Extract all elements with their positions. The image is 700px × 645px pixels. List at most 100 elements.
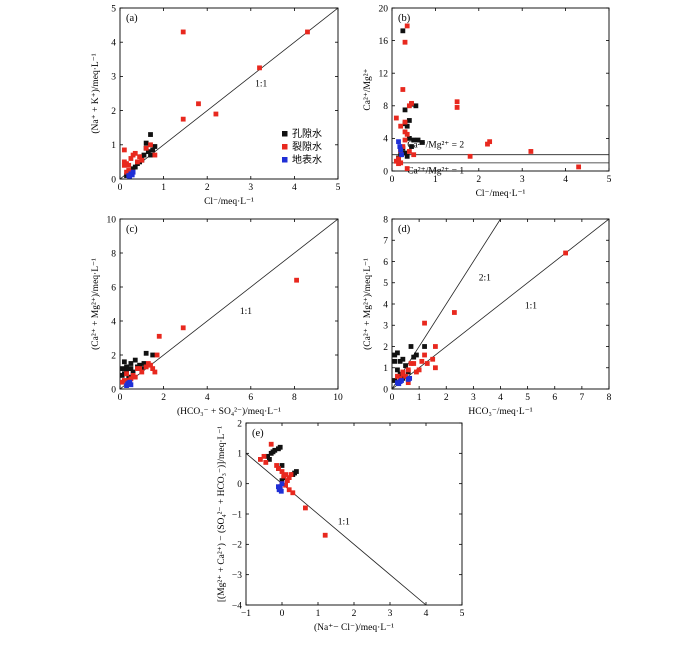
data-point [152, 152, 158, 158]
data-point [392, 378, 398, 383]
data-point [121, 162, 127, 168]
data-point [152, 369, 158, 375]
x-tick-label: 3 [520, 175, 525, 185]
x-tick-label: 2 [352, 609, 357, 619]
data-point [393, 115, 399, 121]
y-tick-label: 5 [383, 279, 388, 289]
x-tick-label: 10 [333, 393, 343, 403]
data-point [121, 147, 127, 153]
data-point [128, 156, 134, 161]
data-point [322, 532, 328, 538]
y-tick-label: 3 [383, 322, 388, 332]
x-tick-label: 6 [248, 393, 253, 403]
chart-panel: −1 0 1 2 3 4 5 −4 −3 −2 −1 0 1 2 1:1 (e) (Na⁺− Cl⁻)/meq·… [216, 419, 465, 633]
data-point [143, 350, 149, 356]
data-point [285, 478, 290, 484]
data-point [406, 118, 412, 123]
x-tick-label: 8 [292, 393, 297, 403]
panel-label: (e) [252, 428, 264, 439]
data-point [139, 157, 145, 163]
data-point [392, 352, 398, 358]
data-point [267, 457, 272, 462]
data-point [398, 147, 404, 153]
data-point [400, 144, 406, 149]
data-point [422, 320, 427, 326]
panel-label: (d) [398, 224, 411, 235]
y-tick-label: 4 [111, 39, 116, 49]
data-point [265, 453, 270, 459]
legend-swatch [282, 157, 288, 163]
data-point [402, 137, 408, 143]
data-point [451, 310, 457, 315]
data-point [400, 28, 406, 34]
x-tick-label: 8 [607, 393, 612, 403]
data-point [196, 101, 201, 107]
x-tick-label: 0 [390, 393, 395, 403]
data-point [145, 149, 151, 155]
data-point [148, 142, 153, 148]
panel-label: (c) [126, 224, 138, 235]
data-point [396, 156, 401, 162]
x-tick-label: 5 [525, 393, 530, 403]
data-point [258, 457, 263, 462]
x-tick-label: 1 [433, 175, 438, 185]
data-point [278, 488, 284, 494]
reference-line-label: 1:1 [255, 80, 267, 90]
reference-line [246, 453, 427, 605]
y-tick-label: 3 [111, 73, 116, 83]
data-point [141, 361, 147, 366]
data-point [127, 379, 133, 385]
data-point [290, 490, 296, 496]
data-point [120, 373, 125, 378]
data-point [150, 147, 156, 153]
plot-frame [119, 7, 339, 180]
data-point [261, 453, 267, 459]
data-point [150, 352, 156, 358]
data-point [400, 87, 406, 92]
data-point [419, 358, 425, 364]
data-point [276, 466, 281, 471]
data-point [213, 111, 219, 117]
x-tick-label: 3 [388, 609, 393, 619]
data-point [156, 333, 162, 339]
data-point [294, 277, 299, 283]
reference-line [120, 8, 338, 179]
data-point [397, 371, 403, 377]
data-point [404, 153, 410, 159]
y-tick-label: −4 [232, 601, 242, 611]
plot-frame [391, 7, 610, 172]
data-point [180, 116, 186, 122]
data-point [120, 379, 125, 385]
data-point [121, 359, 127, 365]
chart-panel: 0 1 2 3 4 5 0 1 2 3 4 5 1:1 (a) Cl⁻/meq·L⁻¹ (Na⁺ + K⁺)/… [90, 4, 341, 207]
y-tick-label: 8 [383, 215, 388, 225]
data-point [402, 129, 408, 135]
x-axis-label: Cl⁻/meq·L⁻¹ [476, 189, 526, 199]
data-point [257, 65, 262, 71]
x-axis-label: (HCO₃⁻ + SO₄²⁻)/meq·L⁻¹ [177, 406, 281, 417]
y-tick-label: 8 [383, 102, 388, 112]
data-point [409, 144, 414, 149]
data-point [576, 164, 582, 170]
data-point [279, 469, 285, 474]
data-point [288, 472, 294, 477]
data-point [294, 469, 299, 474]
data-point [397, 358, 403, 364]
data-point [422, 352, 427, 358]
reference-line-label: 1:1 [338, 518, 350, 528]
data-point [395, 367, 400, 373]
data-point [454, 105, 460, 110]
data-point [128, 382, 134, 388]
data-point [404, 131, 410, 137]
x-tick-label: 5 [336, 183, 341, 193]
data-point [454, 99, 460, 105]
data-point [396, 139, 401, 145]
x-tick-label: 2 [444, 393, 449, 403]
x-axis-label: Cl⁻/meq·L⁻¹ [204, 197, 254, 207]
y-tick-label: 4 [383, 135, 388, 145]
data-point [263, 460, 269, 465]
y-tick-label: 5 [111, 4, 116, 14]
y-axis-label: (Ca²⁺ + Mg²⁺)/meq·L⁻¹ [362, 258, 373, 350]
data-point [303, 505, 308, 511]
data-point [396, 161, 401, 167]
